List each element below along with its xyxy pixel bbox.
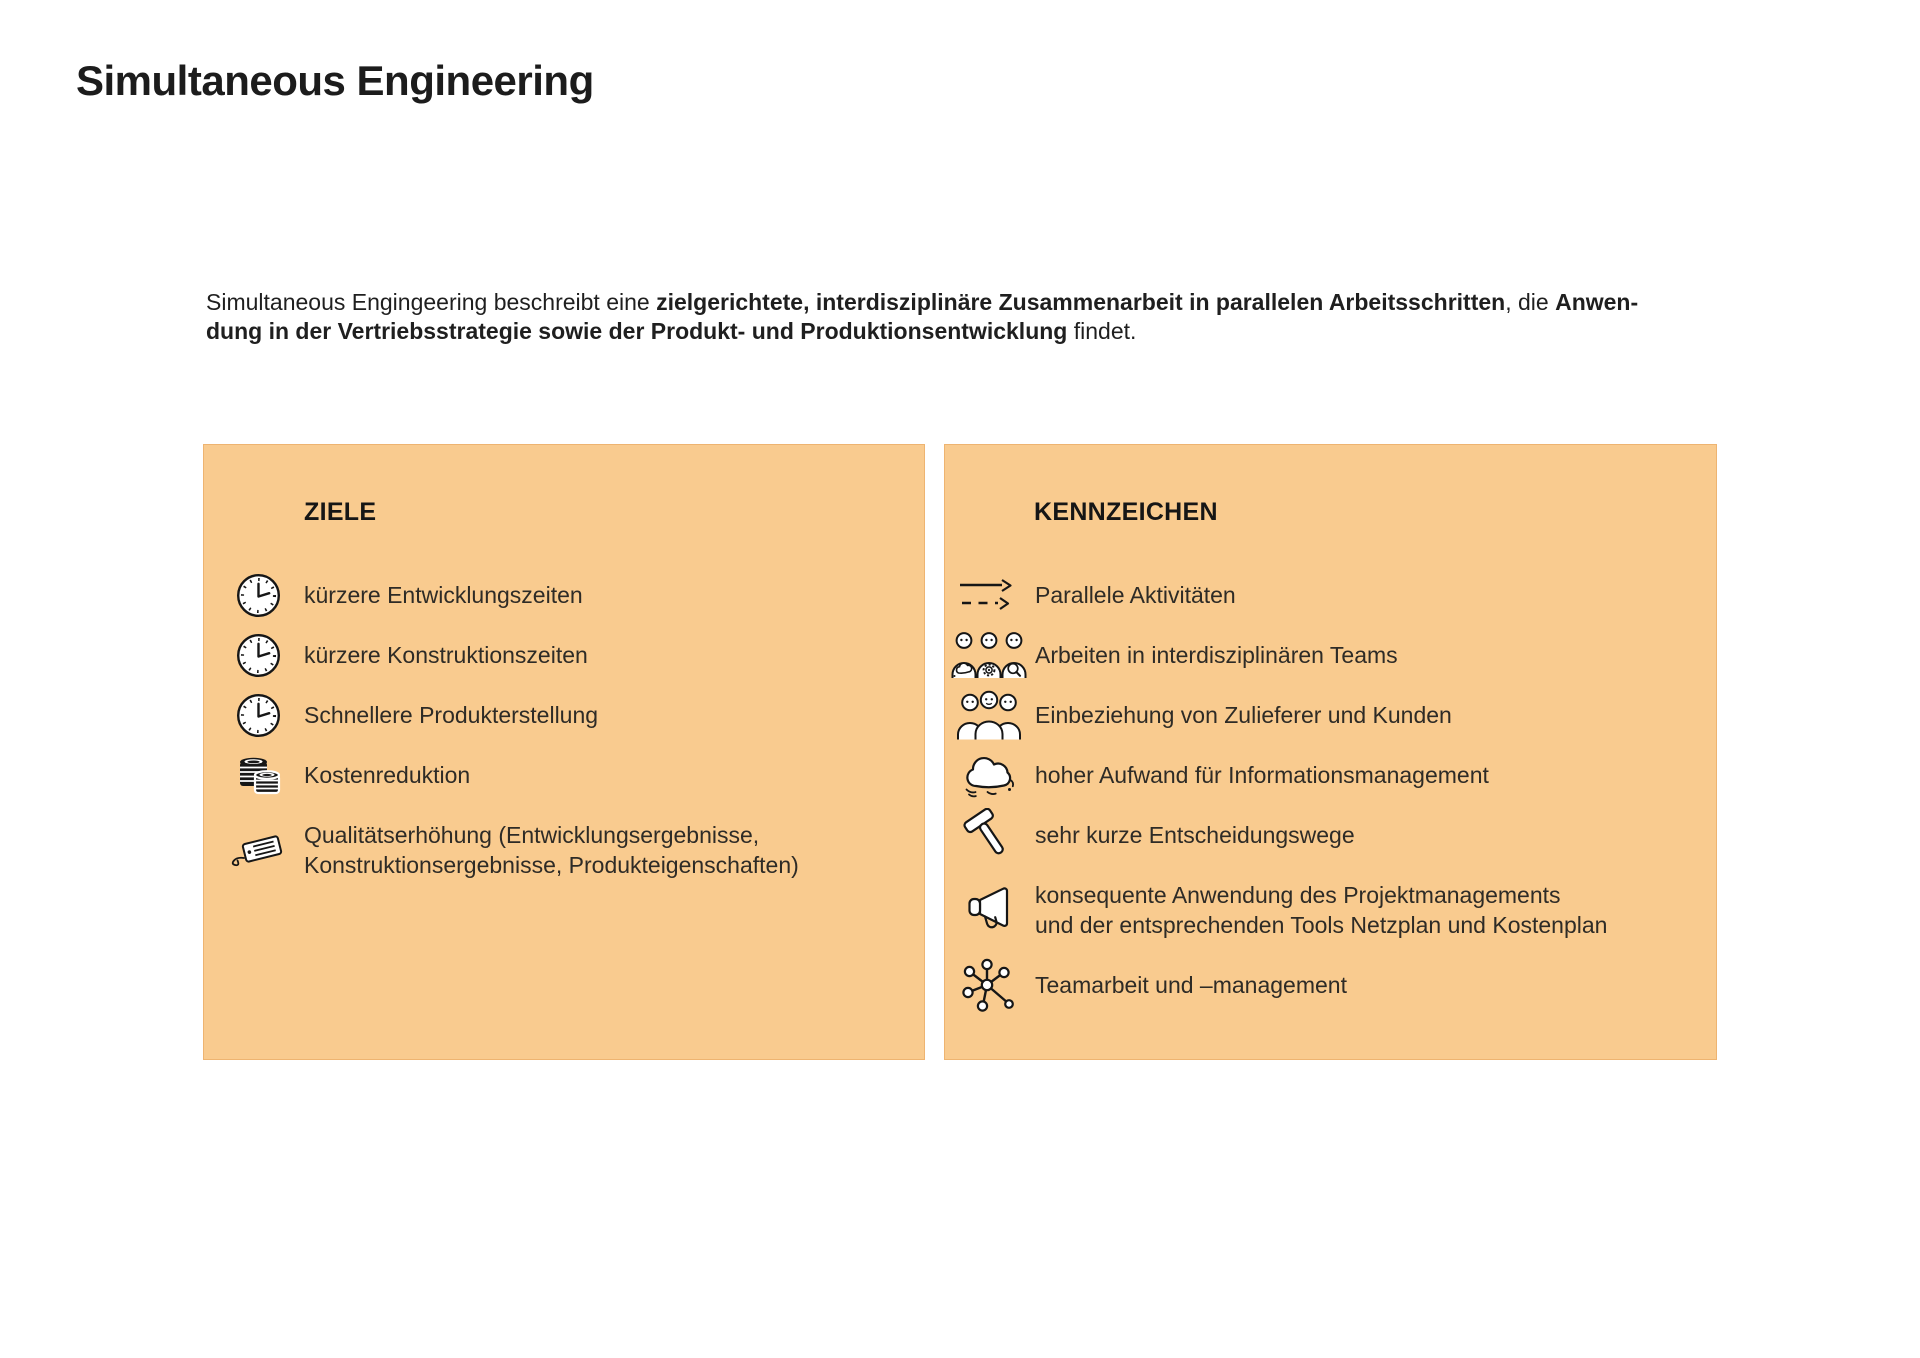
item-label: Einbeziehung von Zulieferer und Kunden: [1035, 702, 1452, 728]
ziele-panel: ZIELE kürzere Entwicklungszeiten: [203, 444, 925, 1060]
ziele-header: ZIELE: [304, 498, 377, 526]
page-title: Simultaneous Engineering: [76, 57, 594, 104]
item-label: sehr kurze Entscheidungswege: [1035, 822, 1355, 848]
list-item: Kostenreduktion: [204, 745, 924, 805]
item-label: kürzere Entwicklungszeiten: [304, 582, 583, 608]
item-label: hoher Aufwand für Informationsmanagement: [1035, 762, 1489, 788]
list-item: kürzere Konstruktionszeiten: [204, 625, 924, 685]
item-label: Schnellere Produkterstellung: [304, 702, 599, 728]
hammer-icon: [949, 808, 1029, 862]
coins-icon: [218, 752, 298, 798]
intro-text-segment-bold: Anwen- dung in der Vertriebsstrategie so…: [206, 289, 1639, 344]
item-label: konsequente Anwendung des Projektmanagem…: [1035, 882, 1608, 938]
list-item: Arbeiten in interdisziplinären Teams: [945, 625, 1716, 685]
intro-text-segment-bold: zielgerichtete, interdisziplinäre Zusamm…: [656, 289, 1506, 315]
item-label: Qualitätserhöhung (Entwicklungsergebniss…: [304, 822, 799, 878]
list-item: kürzere Entwicklungszeiten: [204, 565, 924, 625]
parallel-arrows-icon: [949, 575, 1029, 615]
network-icon: [949, 956, 1029, 1014]
list-item: Teamarbeit und –management: [945, 955, 1716, 1015]
clock-icon: [218, 573, 298, 618]
intro-paragraph: Simultaneous Engingeering beschreibt ein…: [206, 288, 1771, 346]
item-label: Parallele Aktivitäten: [1035, 582, 1236, 608]
item-label: kürzere Konstruktionszeiten: [304, 642, 588, 668]
list-item: konsequente Anwendung des Projektmanagem…: [945, 865, 1716, 955]
ziele-item-list: kürzere Entwicklungszeiten kürzere Konst…: [204, 565, 924, 895]
clock-icon: [218, 633, 298, 678]
cloud-icon: [949, 750, 1029, 800]
tag-icon: [218, 829, 298, 871]
list-item: hoher Aufwand für Informationsmanagement: [945, 745, 1716, 805]
kennzeichen-item-list: Parallele Aktivitäten: [945, 565, 1716, 1015]
item-label: Teamarbeit und –management: [1035, 972, 1347, 998]
item-label: Arbeiten in interdisziplinären Teams: [1035, 642, 1398, 668]
list-item: Einbeziehung von Zulieferer und Kunden: [945, 685, 1716, 745]
list-item: sehr kurze Entscheidungswege: [945, 805, 1716, 865]
megaphone-icon: [949, 884, 1029, 936]
list-item: Schnellere Produkterstellung: [204, 685, 924, 745]
intro-text-segment: Simultaneous Engingeering beschreibt ein…: [206, 289, 657, 315]
kennzeichen-panel: KENNZEICHEN Parallele Aktivitäten: [944, 444, 1717, 1060]
item-label: Kostenreduktion: [304, 762, 471, 788]
team-specialists-icon: [949, 631, 1029, 679]
intro-text-segment: , die: [1505, 289, 1556, 315]
clock-icon: [218, 693, 298, 738]
list-item: Parallele Aktivitäten: [945, 565, 1716, 625]
intro-text-segment: findet.: [1067, 318, 1137, 344]
people-group-icon: [949, 690, 1029, 740]
list-item: Qualitätserhöhung (Entwicklungsergebniss…: [204, 805, 924, 895]
kennzeichen-header: KENNZEICHEN: [1034, 498, 1218, 526]
